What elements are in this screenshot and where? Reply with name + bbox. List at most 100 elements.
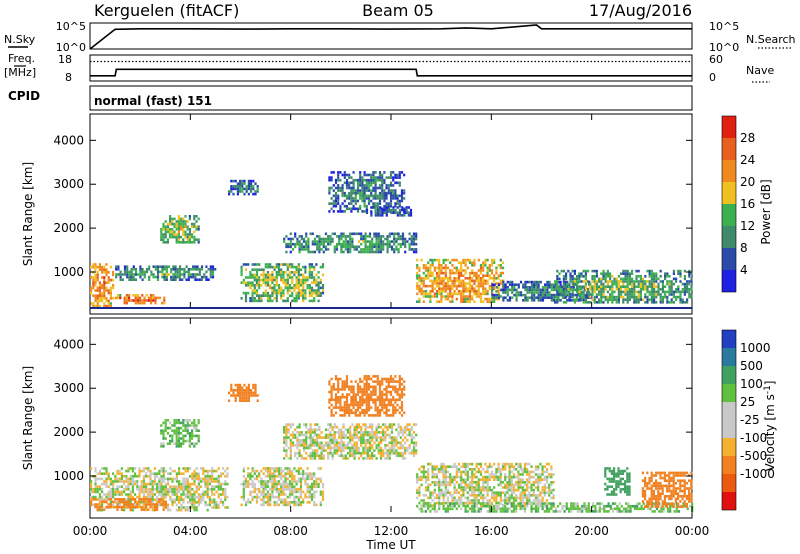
echo-cell	[330, 186, 333, 190]
echo-cell	[200, 493, 203, 496]
echo-cell	[107, 503, 110, 506]
echo-cell	[406, 428, 409, 432]
echo-cell	[541, 293, 545, 297]
echo-cell	[302, 291, 305, 295]
echo-cell	[537, 299, 540, 302]
echo-cell	[359, 194, 362, 198]
echo-cell	[284, 480, 287, 483]
echo-cell	[338, 242, 341, 246]
echo-cell	[169, 421, 172, 425]
echo-cell	[182, 217, 185, 221]
echo-cell	[653, 298, 656, 301]
echo-cell	[258, 284, 261, 287]
echo-cell	[606, 295, 609, 299]
echo-cell	[103, 289, 106, 292]
echo-cell	[241, 394, 244, 397]
echo-cell	[334, 388, 338, 391]
echo-cell	[661, 280, 664, 283]
echo-cell	[224, 498, 227, 501]
echo-cell	[178, 488, 181, 491]
echo-cell	[340, 245, 343, 249]
echo-cell	[337, 210, 340, 213]
echo-cell	[482, 269, 485, 272]
echo-cell	[208, 477, 211, 481]
echo-cell	[573, 298, 576, 301]
echo-cell	[595, 272, 598, 275]
echo-cell	[213, 469, 216, 473]
echo-cell	[322, 250, 325, 254]
echo-cell	[335, 235, 339, 238]
echo-cell	[688, 288, 691, 291]
echo-cell	[348, 207, 351, 211]
echo-cell	[175, 419, 178, 422]
echo-cell	[653, 285, 656, 288]
echo-cell	[101, 271, 104, 274]
echo-cell	[394, 380, 397, 383]
echo-cell	[134, 505, 137, 509]
echo-cell	[544, 286, 547, 289]
echo-cell	[271, 472, 274, 475]
echo-cell	[138, 472, 141, 475]
echo-cell	[354, 178, 357, 182]
echo-cell	[482, 261, 485, 264]
echo-cell	[367, 388, 371, 391]
echo-cell	[306, 490, 309, 494]
echo-cell	[356, 388, 360, 391]
echo-cell	[462, 269, 465, 272]
echo-cell	[182, 482, 185, 486]
echo-cell	[186, 477, 189, 481]
echo-cell	[247, 187, 250, 191]
echo-cell	[374, 408, 377, 412]
echo-cell	[688, 280, 691, 283]
echo-cell	[373, 242, 376, 246]
echo-cell	[242, 482, 245, 486]
echo-cell	[313, 299, 316, 303]
echo-cell	[287, 245, 290, 249]
echo-cell	[101, 268, 104, 271]
echo-cell	[598, 288, 601, 291]
echo-cell	[324, 444, 328, 447]
echo-cell	[600, 293, 603, 296]
echo-cell	[262, 485, 265, 488]
echo-cell	[194, 265, 197, 268]
echo-cell	[329, 441, 332, 445]
echo-cell	[482, 300, 485, 303]
echo-cell	[302, 446, 306, 450]
echo-cell	[262, 276, 265, 279]
echo-cell	[327, 451, 330, 455]
echo-cell	[327, 441, 330, 445]
echo-cell	[288, 503, 292, 507]
echo-cell	[339, 406, 342, 409]
echo-cell	[126, 270, 129, 274]
echo-cell	[389, 173, 393, 177]
echo-cell	[94, 480, 97, 483]
echo-cell	[315, 490, 318, 494]
echo-cell	[365, 377, 368, 381]
echo-cell	[275, 485, 278, 488]
echo-cell	[353, 449, 356, 452]
echo-cell	[361, 184, 364, 187]
echo-cell	[193, 419, 196, 422]
echo-cell	[293, 475, 296, 478]
echo-cell	[242, 488, 245, 491]
echo-cell	[661, 288, 664, 291]
echo-cell	[539, 291, 542, 294]
echo-cell	[264, 289, 267, 292]
echo-cell	[633, 285, 636, 288]
echo-cell	[611, 298, 614, 301]
echo-cell	[435, 300, 439, 303]
echo-cell	[345, 403, 349, 407]
echo-cell	[156, 275, 160, 279]
echo-cell	[251, 263, 254, 266]
echo-cell	[359, 388, 362, 391]
echo-cell	[333, 444, 336, 447]
echo-cell	[260, 480, 263, 483]
echo-cell	[477, 284, 480, 288]
echo-cell	[565, 275, 568, 278]
echo-cell	[304, 281, 307, 284]
echo-cell	[192, 273, 195, 276]
echo-cell	[661, 298, 664, 301]
echo-cell	[129, 475, 132, 478]
echo-cell	[186, 488, 189, 491]
echo-cell	[156, 270, 160, 274]
